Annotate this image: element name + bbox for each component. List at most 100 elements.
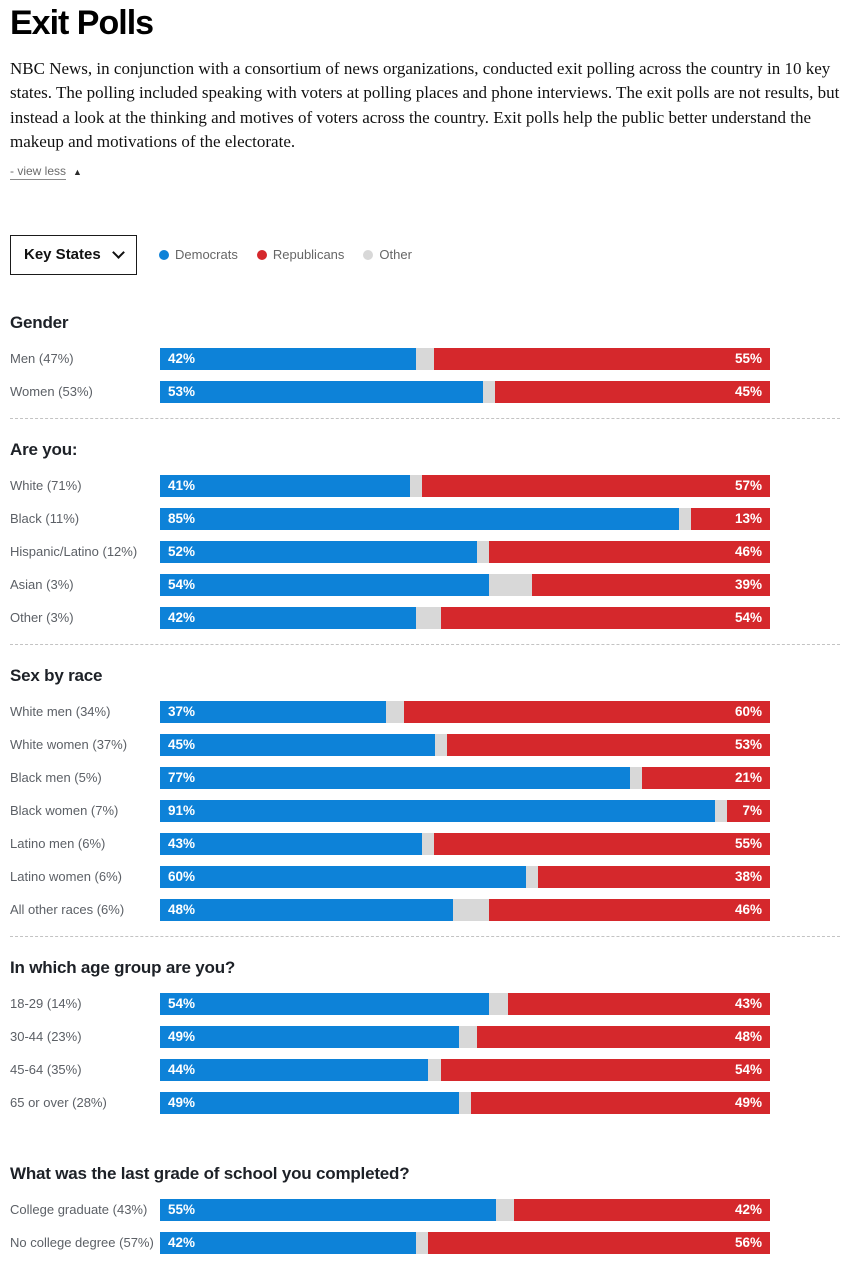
democrat-bar-segment: 42% [160, 347, 417, 370]
poll-row: Latino men (6%) 43% 55% [10, 832, 840, 855]
other-bar-segment [715, 799, 728, 822]
poll-bar-track: 49% 49% [160, 1091, 770, 1114]
section-separator [10, 935, 840, 937]
poll-row: Latino women (6%) 60% 38% [10, 865, 840, 888]
poll-bar-track: 48% 46% [160, 898, 770, 921]
poll-row: 18-29 (14%) 54% 43% [10, 992, 840, 1015]
democrat-bar-segment: 54% [160, 992, 490, 1015]
poll-bar-track: 45% 53% [160, 733, 770, 756]
republican-bar-segment: 53% [446, 733, 770, 756]
poll-row-label: Black (11%) [10, 511, 80, 527]
other-bar-segment [526, 865, 539, 888]
bar-value-label: 42% [168, 350, 196, 366]
poll-section: What was the last grade of school you co… [10, 1164, 840, 1254]
other-bar-segment [495, 1198, 514, 1221]
bar-value-label: 48% [734, 1028, 762, 1044]
poll-bar-track: 91% 7% [160, 799, 770, 822]
democrat-bar-segment: 49% [160, 1091, 459, 1114]
other-bar-segment [629, 766, 642, 789]
democrat-bar-segment: 37% [160, 700, 386, 723]
bar-value-label: 54% [168, 995, 196, 1011]
dropdown-selected-value: Key States [24, 246, 101, 264]
poll-row-label: 45-64 (35%) [10, 1062, 82, 1078]
other-bar-segment [422, 832, 435, 855]
other-bar-segment [452, 898, 490, 921]
chevron-down-icon [112, 245, 125, 259]
democrat-bar-segment: 44% [160, 1058, 429, 1081]
poll-row: No college degree (57%) 42% 56% [10, 1231, 840, 1254]
bar-value-label: 52% [168, 543, 196, 559]
poll-row-label: All other races (6%) [10, 902, 125, 918]
bar-value-label: 42% [168, 609, 196, 625]
bar-value-label: 54% [734, 1061, 762, 1077]
poll-bar-track: 42% 54% [160, 606, 770, 629]
poll-row: 65 or over (28%) 49% 49% [10, 1091, 840, 1114]
poll-section: In which age group are you? 18-29 (14%) 54… [10, 958, 840, 1114]
poll-row-label: Hispanic/Latino (12%) [10, 544, 138, 560]
democrat-bar-segment: 55% [160, 1198, 496, 1221]
other-bar-segment [428, 1058, 441, 1081]
poll-row: Black men (5%) 77% 21% [10, 766, 840, 789]
republican-bar-segment: 13% [690, 507, 770, 530]
poll-bar-track: 43% 55% [160, 832, 770, 855]
poll-row-label: No college degree (57%) [10, 1235, 154, 1251]
democrat-bar-segment: 49% [160, 1025, 459, 1048]
poll-row: Men (47%) 42% 55% [10, 347, 840, 370]
bar-value-label: 39% [734, 576, 762, 592]
poll-bar-track: 42% 56% [160, 1231, 770, 1254]
other-bar-segment [434, 733, 447, 756]
bar-value-label: 49% [734, 1094, 762, 1110]
democrat-bar-segment: 43% [160, 832, 423, 855]
bar-value-label: 46% [734, 543, 762, 559]
other-bar-segment [477, 540, 490, 563]
poll-row: College graduate (43%) 55% 42% [10, 1198, 840, 1221]
bar-value-label: 54% [168, 576, 196, 592]
poll-row: Black (11%) 85% 13% [10, 507, 840, 530]
chart-controls: Key States Democrats Republicans Other [10, 234, 840, 275]
republican-bar-segment: 7% [727, 799, 770, 822]
section-title: In which age group are you? [10, 957, 236, 977]
republican-bar-segment: 46% [489, 540, 770, 563]
section-title: Sex by race [10, 665, 103, 685]
poll-row: Black women (7%) 91% 7% [10, 799, 840, 822]
bar-value-label: 57% [734, 477, 762, 493]
chart-legend: Democrats Republicans Other [159, 247, 412, 262]
legend-label: Democrats [175, 247, 238, 263]
view-less-link[interactable]: - view less ▲ [10, 164, 82, 180]
poll-row: All other races (6%) 48% 46% [10, 898, 840, 921]
section-separator [10, 643, 840, 645]
poll-row-label: 65 or over (28%) [10, 1095, 107, 1111]
poll-row-label: Women (53%) [10, 384, 93, 400]
democrat-bar-segment: 48% [160, 898, 453, 921]
democrat-bar-segment: 85% [160, 507, 679, 530]
other-bar-segment [489, 573, 533, 596]
poll-bar-track: 85% 13% [160, 507, 770, 530]
key-states-dropdown[interactable]: Key States [10, 234, 137, 275]
republican-bar-segment: 56% [428, 1231, 770, 1254]
democrat-bar-segment: 42% [160, 1231, 417, 1254]
poll-bar-track: 52% 46% [160, 540, 770, 563]
other-bar-segment [483, 380, 496, 403]
other-bar-segment [678, 507, 691, 530]
republican-bar-segment: 54% [440, 1058, 770, 1081]
poll-row-label: Latino men (6%) [10, 836, 106, 852]
democrat-bar-segment: 60% [160, 865, 526, 888]
bar-value-label: 49% [168, 1028, 196, 1044]
poll-bar-track: 77% 21% [160, 766, 770, 789]
bar-value-label: 54% [734, 609, 762, 625]
bar-value-label: 45% [168, 736, 196, 752]
bar-value-label: 55% [734, 350, 762, 366]
bar-value-label: 53% [168, 383, 196, 399]
republican-bar-segment: 55% [434, 347, 770, 370]
poll-section: Are you: White (71%) 41% 57% Black (11%) 85% 1… [10, 440, 840, 629]
poll-row: 30-44 (23%) 49% 48% [10, 1025, 840, 1048]
bar-value-label: 55% [734, 835, 762, 851]
other-bar-segment [458, 1025, 478, 1048]
poll-bar-track: 41% 57% [160, 474, 770, 497]
bar-value-label: 55% [168, 1201, 196, 1217]
poll-row: Asian (3%) 54% 39% [10, 573, 840, 596]
poll-sections-container: Gender Men (47%) 42% 55% Women (53%) 53% 45% Ar… [10, 313, 840, 1254]
bar-value-label: 43% [734, 995, 762, 1011]
view-less-label: - view less [10, 163, 67, 180]
